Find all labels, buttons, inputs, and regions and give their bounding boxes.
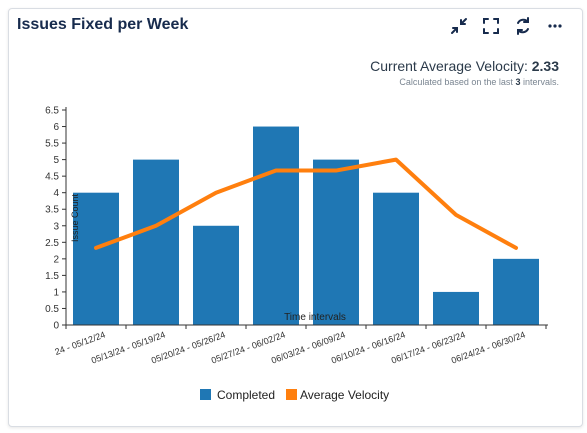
refresh-button[interactable] (513, 16, 533, 36)
chart-bar (253, 126, 299, 326)
chart-bar (133, 159, 179, 325)
widget-title: Issues Fixed per Week (17, 16, 189, 33)
collapse-arrows-icon (451, 18, 467, 34)
chart-bar (433, 291, 479, 325)
y-tick-label: 1 (53, 287, 59, 298)
more-horizontal-icon (548, 24, 562, 28)
chart-bar (373, 192, 419, 325)
y-tick-label: 5.5 (45, 139, 59, 150)
collapse-button[interactable] (449, 16, 469, 36)
chart-bar (193, 225, 239, 325)
chart-bar (313, 159, 359, 325)
legend-label-velocity: Average Velocity (300, 388, 389, 402)
y-tick-label: 3 (53, 221, 59, 232)
y-tick-label: 0.5 (45, 304, 59, 315)
chart-bar (493, 258, 539, 325)
velocity-note-suffix: intervals. (522, 77, 559, 87)
y-tick-label: 0 (53, 321, 59, 332)
y-tick-label: 3.5 (45, 205, 59, 216)
widget-toolbar (449, 16, 565, 36)
velocity-value: 2.33 (531, 58, 559, 74)
fullscreen-button[interactable] (481, 16, 501, 36)
velocity-summary: Current Average Velocity: 2.33 Calculate… (370, 58, 559, 87)
y-tick-label: 2 (53, 254, 59, 265)
y-tick-label: 6.5 (45, 106, 59, 117)
y-tick-label: 6 (53, 122, 59, 133)
y-tick-label: 4 (53, 188, 59, 199)
y-tick-label: 5 (53, 155, 59, 166)
velocity-note: Calculated based on the last 3 intervals… (370, 77, 559, 87)
legend-swatch-completed (200, 389, 211, 400)
x-axis-title: Time intervals (284, 312, 346, 323)
velocity-note-prefix: Calculated based on the last (399, 77, 513, 87)
legend-label-completed: Completed (217, 388, 275, 402)
velocity-label: Current Average Velocity: (370, 58, 528, 74)
chart-bar (73, 192, 119, 325)
y-axis-title: Issue Count (70, 193, 80, 242)
legend-swatch-velocity (286, 389, 297, 400)
velocity-note-count: 3 (515, 77, 521, 87)
y-tick-label: 4.5 (45, 172, 59, 183)
velocity-line: Current Average Velocity: 2.33 (370, 58, 559, 74)
refresh-icon (517, 17, 529, 35)
y-tick-label: 2.5 (45, 238, 59, 249)
more-button[interactable] (545, 16, 565, 36)
y-tick-label: 1.5 (45, 271, 59, 282)
fullscreen-icon (483, 18, 499, 34)
velocity-line (94, 157, 518, 250)
